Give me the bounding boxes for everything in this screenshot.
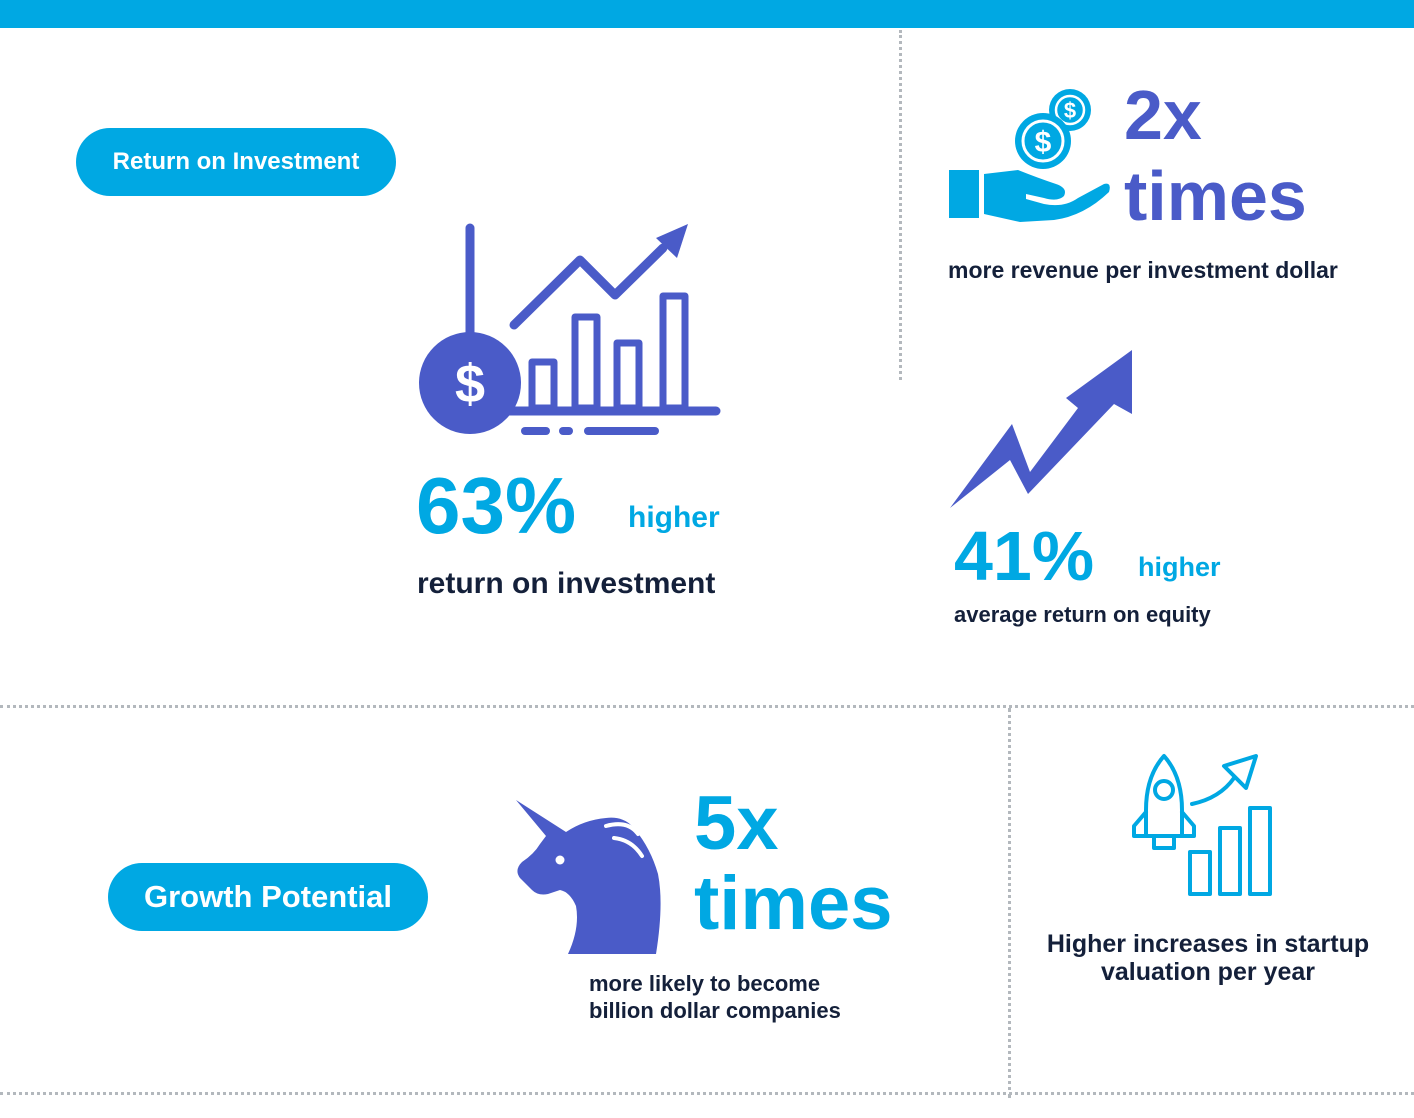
hand-coins-icon: $ $ xyxy=(949,89,1110,222)
divider-vertical-top xyxy=(899,30,902,380)
svg-text:$: $ xyxy=(455,354,485,414)
stat-5x-description-line2: billion dollar companies xyxy=(589,998,841,1023)
rocket-growth-icon xyxy=(1132,754,1272,896)
trend-arrow-icon xyxy=(950,350,1132,508)
divider-horizontal-middle xyxy=(0,705,1414,708)
stat-2x-description: more revenue per investment dollar xyxy=(948,257,1338,283)
stat-2x-times: times xyxy=(1124,157,1307,235)
stat-63-description: return on investment xyxy=(417,567,716,600)
divider-horizontal-bottom xyxy=(0,1092,1414,1095)
dollar-bar-chart-icon: $ xyxy=(419,223,721,435)
divider-vertical-bottom xyxy=(1008,708,1011,1098)
stat-41-description: average return on equity xyxy=(954,602,1211,627)
section-label-roi: Return on Investment xyxy=(76,128,396,196)
stat-5x-times: times xyxy=(694,861,893,946)
stat-5x-description-line1: more likely to become xyxy=(589,971,821,996)
unicorn-icon xyxy=(516,800,661,954)
stat-63-value: 63% xyxy=(416,461,577,550)
valuation-description-line1: Higher increases in startup xyxy=(1046,930,1370,958)
valuation-description-line2: valuation per year xyxy=(1101,958,1315,986)
top-accent-bar xyxy=(0,0,1414,28)
stat-5x-value: 5x xyxy=(694,781,779,866)
stat-41-value: 41% xyxy=(954,517,1095,595)
stat-63-qualifier: higher xyxy=(628,501,720,534)
section-label-growth: Growth Potential xyxy=(108,863,428,931)
svg-text:$: $ xyxy=(1035,126,1052,159)
stat-41-qualifier: higher xyxy=(1138,552,1221,582)
stat-2x-value: 2x xyxy=(1124,76,1202,154)
svg-text:$: $ xyxy=(1064,98,1076,123)
